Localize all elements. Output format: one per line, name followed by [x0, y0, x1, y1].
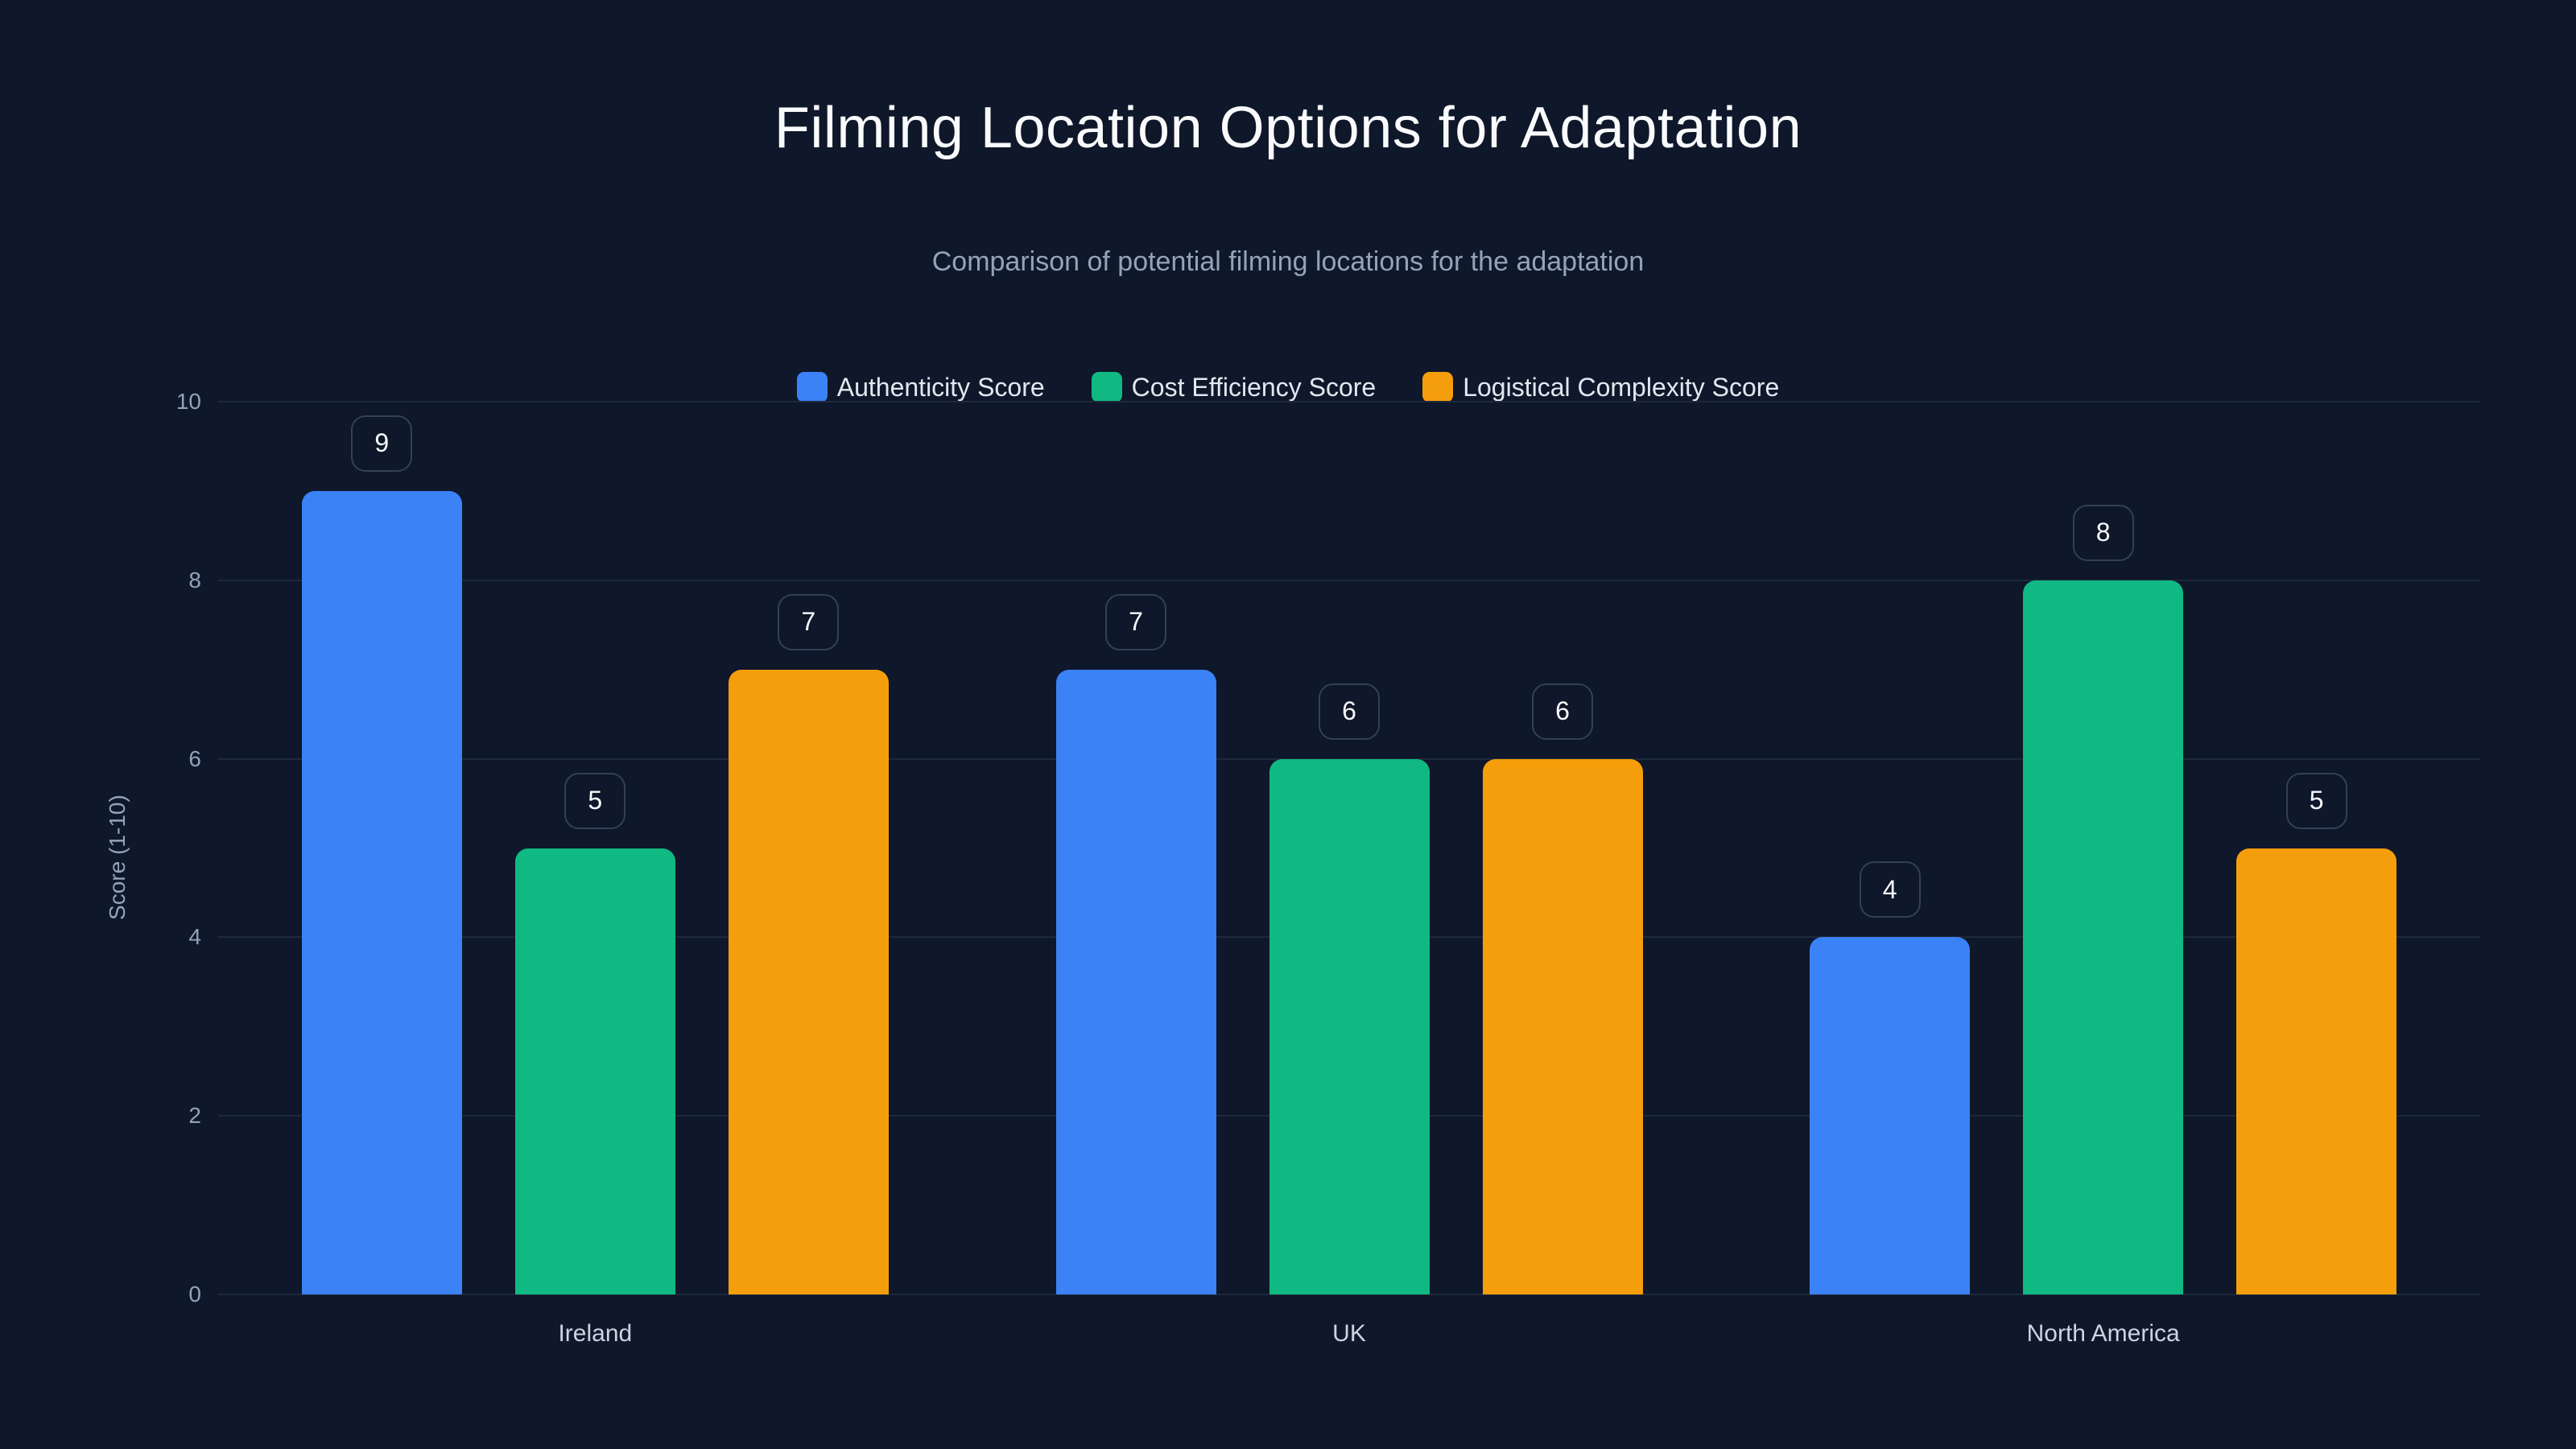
bar-ireland-logistical-complexity-score[interactable] — [728, 669, 889, 1294]
bar-uk-cost-efficiency-score[interactable] — [1269, 758, 1430, 1294]
legend-label: Logistical Complexity Score — [1463, 372, 1780, 402]
bar-north-america-authenticity-score[interactable] — [1810, 937, 1971, 1294]
gridline — [218, 579, 2480, 581]
bar-north-america-cost-efficiency-score[interactable] — [2023, 580, 2184, 1294]
data-value-label: 6 — [1319, 683, 1380, 740]
y-tick-label: 2 — [188, 1103, 201, 1129]
y-tick-label: 4 — [188, 924, 201, 950]
data-value-label: 6 — [1532, 683, 1593, 740]
data-value-label: 5 — [2285, 772, 2347, 829]
x-tick-label: UK — [1332, 1320, 1366, 1347]
legend-label: Cost Efficiency Score — [1131, 372, 1377, 402]
gridline — [218, 1294, 2480, 1295]
x-tick-label: North America — [2026, 1320, 2180, 1347]
chart-title: Filming Location Options for Adaptation — [774, 96, 1802, 160]
bar-ireland-cost-efficiency-score[interactable] — [514, 848, 675, 1294]
y-tick-label: 6 — [188, 745, 201, 771]
y-tick-label: 8 — [188, 567, 201, 592]
bar-uk-authenticity-score[interactable] — [1055, 669, 1216, 1294]
chart-subtitle: Comparison of potential filming location… — [931, 246, 1645, 277]
y-tick-label: 10 — [175, 389, 201, 414]
legend-label: Authenticity Score — [836, 372, 1045, 402]
legend-item-logistical-complexity[interactable]: Logistical Complexity Score — [1422, 372, 1779, 402]
legend-swatch-icon — [1091, 372, 1122, 402]
legend-item-cost-efficiency[interactable]: Cost Efficiency Score — [1091, 372, 1377, 402]
gridline — [218, 758, 2480, 760]
data-value-label: 8 — [2072, 504, 2134, 561]
bar-ireland-authenticity-score[interactable] — [301, 490, 462, 1294]
data-value-label: 5 — [564, 772, 626, 829]
bar-north-america-logistical-complexity-score[interactable] — [2236, 848, 2397, 1294]
plot-area: 9 5 7 7 6 6 4 8 5 — [218, 401, 2480, 1295]
data-value-label: 4 — [1859, 861, 1921, 919]
data-value-label: 7 — [778, 593, 840, 650]
legend-item-authenticity[interactable]: Authenticity Score — [796, 372, 1045, 402]
legend-swatch-icon — [1422, 372, 1454, 402]
legend: Authenticity Score Cost Efficiency Score… — [0, 372, 2576, 402]
gridline — [218, 401, 2480, 402]
data-value-label: 9 — [351, 415, 413, 472]
legend-swatch-icon — [796, 372, 828, 402]
y-axis-label: Score (1-10) — [105, 795, 130, 920]
bar-uk-logistical-complexity-score[interactable] — [1482, 758, 1643, 1294]
x-tick-label: Ireland — [558, 1320, 633, 1347]
y-tick-label: 0 — [188, 1282, 201, 1307]
data-value-label: 7 — [1105, 593, 1166, 650]
